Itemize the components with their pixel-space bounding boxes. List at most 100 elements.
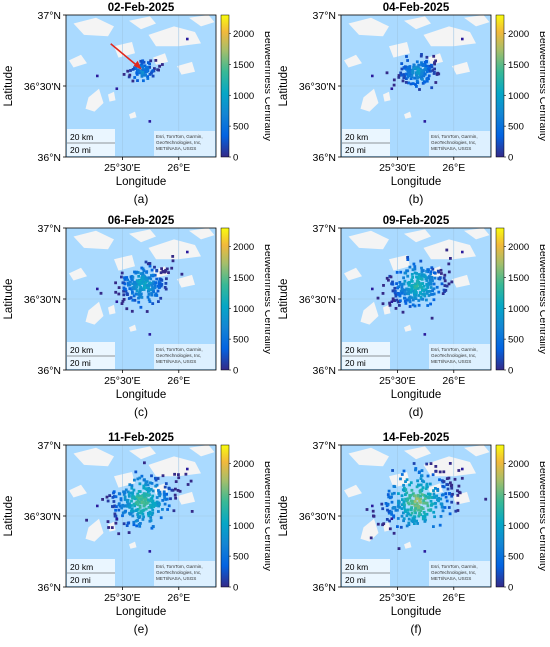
x-axis-label: Longitude bbox=[391, 606, 442, 618]
island-9 bbox=[383, 91, 391, 102]
event-point bbox=[141, 278, 145, 281]
island-9 bbox=[108, 304, 116, 315]
event-point bbox=[161, 474, 165, 478]
panel-title: 04-Feb-2025 bbox=[383, 2, 450, 14]
event-point bbox=[124, 287, 127, 291]
island-9 bbox=[383, 304, 391, 315]
event-point bbox=[422, 499, 425, 502]
event-point bbox=[418, 489, 422, 493]
event-point bbox=[390, 87, 394, 91]
event-point bbox=[403, 503, 406, 507]
event-point bbox=[142, 501, 146, 505]
event-point bbox=[127, 297, 131, 300]
event-point bbox=[431, 292, 435, 296]
event-point bbox=[130, 499, 133, 503]
event-point bbox=[432, 282, 436, 286]
event-point bbox=[450, 483, 454, 487]
event-point bbox=[147, 298, 151, 302]
event-point bbox=[158, 64, 161, 68]
event-point bbox=[403, 73, 407, 77]
event-point bbox=[428, 69, 432, 73]
event-point bbox=[430, 266, 434, 270]
event-point bbox=[403, 288, 407, 292]
event-point bbox=[415, 284, 419, 288]
event-point bbox=[114, 514, 118, 518]
event-point bbox=[140, 281, 144, 284]
event-point bbox=[161, 508, 164, 511]
attribution-text: Esri, TomTom, Garmin, GeoTechnologies, In… bbox=[431, 347, 478, 364]
island-2 bbox=[423, 239, 476, 260]
event-point bbox=[437, 290, 441, 294]
event-point bbox=[435, 285, 439, 289]
event-point bbox=[428, 68, 431, 71]
event-point bbox=[442, 276, 446, 280]
event-point bbox=[145, 502, 149, 505]
y-tick-label: 36°30'N bbox=[299, 511, 336, 523]
event-point bbox=[140, 288, 144, 291]
event-point bbox=[105, 495, 109, 499]
event-point bbox=[140, 509, 143, 513]
event-point bbox=[426, 474, 430, 478]
event-point bbox=[127, 75, 131, 79]
event-point bbox=[138, 482, 142, 486]
event-point bbox=[408, 69, 412, 72]
event-point bbox=[407, 523, 411, 526]
event-point bbox=[416, 479, 419, 483]
event-point bbox=[445, 284, 449, 288]
event-point bbox=[154, 484, 158, 488]
colorbar-tick-label: 1500 bbox=[233, 60, 254, 71]
event-point bbox=[142, 79, 145, 83]
event-point bbox=[412, 462, 416, 465]
event-point bbox=[144, 70, 147, 74]
event-point bbox=[435, 494, 439, 498]
event-point bbox=[403, 290, 407, 294]
event-point bbox=[131, 286, 135, 289]
event-point bbox=[423, 68, 427, 72]
event-point bbox=[150, 293, 154, 297]
event-point bbox=[371, 509, 375, 513]
event-point bbox=[439, 268, 443, 272]
event-point bbox=[425, 282, 429, 286]
scalebar-mi: 20 mi bbox=[70, 358, 91, 368]
event-point bbox=[415, 519, 418, 523]
event-point bbox=[134, 519, 138, 523]
event-point bbox=[394, 294, 398, 298]
event-point bbox=[428, 279, 432, 282]
x-tick-label: 26°E bbox=[442, 162, 465, 174]
event-point bbox=[425, 70, 429, 74]
scalebar-km: 20 km bbox=[70, 345, 93, 355]
event-point bbox=[153, 265, 156, 269]
event-point bbox=[446, 487, 450, 491]
event-point bbox=[147, 506, 151, 509]
colorbar-tick-label: 2000 bbox=[233, 29, 254, 40]
event-point bbox=[399, 290, 403, 293]
event-point bbox=[419, 501, 422, 504]
event-point bbox=[418, 88, 421, 91]
event-point bbox=[408, 265, 412, 269]
event-point bbox=[407, 288, 410, 292]
event-point bbox=[433, 515, 436, 519]
colorbar-label: Betweenness Centrality bbox=[262, 31, 270, 142]
event-point bbox=[138, 496, 141, 500]
event-point bbox=[413, 508, 417, 512]
event-point bbox=[131, 282, 134, 286]
event-point bbox=[402, 76, 406, 80]
event-point bbox=[148, 519, 152, 523]
event-point bbox=[420, 493, 424, 497]
event-point bbox=[128, 494, 131, 498]
event-point bbox=[390, 517, 394, 521]
event-point bbox=[432, 525, 435, 528]
subfigure-label: (d) bbox=[409, 405, 424, 419]
map-svg: 09-Feb-2025 20 km 20 mi Esri, TomTom, Garmi… bbox=[278, 215, 549, 419]
event-point bbox=[130, 486, 134, 490]
event-point bbox=[123, 498, 127, 501]
event-point bbox=[402, 511, 405, 515]
event-point bbox=[409, 290, 413, 294]
event-point bbox=[407, 521, 411, 525]
event-point bbox=[145, 271, 148, 274]
event-point bbox=[162, 270, 166, 274]
event-point bbox=[403, 486, 406, 490]
event-point bbox=[423, 80, 427, 84]
event-point bbox=[442, 480, 446, 483]
event-point bbox=[130, 504, 133, 507]
